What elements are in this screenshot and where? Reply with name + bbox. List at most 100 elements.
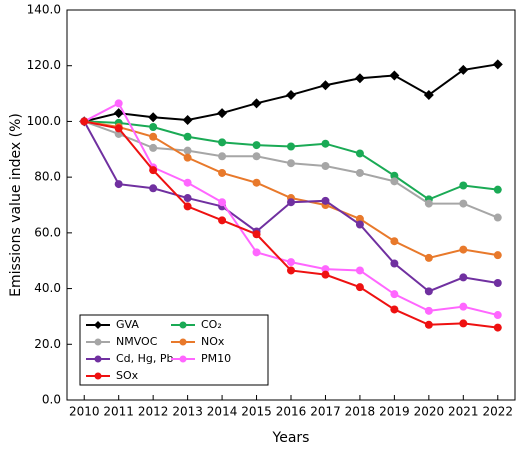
data-point xyxy=(354,73,365,84)
data-point xyxy=(149,166,158,175)
x-tick-label: 2016 xyxy=(276,405,307,419)
legend-label: GVA xyxy=(116,318,139,331)
x-tick-label: 2013 xyxy=(172,405,203,419)
data-point xyxy=(113,108,124,119)
data-point xyxy=(287,258,295,267)
data-point xyxy=(355,149,364,158)
y-tick-label: 20.0 xyxy=(34,337,61,351)
x-tick-label: 2010 xyxy=(69,405,100,419)
data-point xyxy=(389,70,400,81)
data-point xyxy=(355,266,364,275)
x-tick-label: 2014 xyxy=(207,405,238,419)
data-point xyxy=(287,198,295,207)
y-tick-label: 80.0 xyxy=(34,170,61,184)
data-point xyxy=(493,185,502,194)
x-tick-label: 2019 xyxy=(379,405,410,419)
data-point xyxy=(321,139,330,148)
data-point xyxy=(114,180,123,189)
data-point xyxy=(252,152,261,161)
y-tick-label: 140.0 xyxy=(27,3,61,17)
legend-marker xyxy=(94,372,102,380)
data-point xyxy=(459,302,468,311)
data-point xyxy=(424,287,433,296)
legend-box xyxy=(79,314,269,386)
data-point xyxy=(183,202,192,211)
data-point xyxy=(287,266,295,275)
data-point xyxy=(355,214,364,223)
data-point xyxy=(321,265,330,274)
series-line xyxy=(84,120,498,259)
legend-label: NMVOC xyxy=(116,335,158,348)
data-point xyxy=(459,319,468,328)
y-tick-label: 40.0 xyxy=(34,281,61,295)
data-point xyxy=(183,146,192,155)
data-point xyxy=(424,320,433,329)
legend-marker xyxy=(179,338,187,346)
data-point xyxy=(218,152,227,161)
data-point xyxy=(493,311,502,320)
data-point xyxy=(459,199,468,208)
data-point xyxy=(390,171,399,180)
data-point xyxy=(493,213,502,222)
data-point xyxy=(148,112,159,123)
data-point xyxy=(492,59,503,70)
data-point xyxy=(390,290,399,299)
data-point xyxy=(424,306,433,315)
x-tick-label: 2015 xyxy=(241,405,272,419)
data-point xyxy=(423,89,434,100)
legend-marker xyxy=(179,355,187,363)
data-point xyxy=(149,132,158,141)
x-tick-label: 2020 xyxy=(414,405,445,419)
y-axis-title: Emissions value index (%) xyxy=(8,113,24,297)
x-tick-label: 2012 xyxy=(138,405,169,419)
data-point xyxy=(287,142,295,151)
legend-label: SOx xyxy=(116,369,139,382)
data-point xyxy=(218,168,227,177)
legend-label: NOx xyxy=(201,335,225,348)
data-point xyxy=(355,220,364,229)
legend-marker xyxy=(94,321,102,329)
data-point xyxy=(218,198,227,207)
y-tick-label: 120.0 xyxy=(27,58,61,72)
data-point xyxy=(390,177,399,186)
y-tick-label: 60.0 xyxy=(34,225,61,239)
x-tick-label: 2018 xyxy=(345,405,376,419)
data-point xyxy=(459,273,468,282)
legend-label: CO₂ xyxy=(201,318,222,331)
data-point xyxy=(321,162,330,170)
data-point xyxy=(493,279,502,287)
data-point xyxy=(424,253,433,262)
data-point xyxy=(252,230,261,239)
legend-label: Cd, Hg, Pb xyxy=(116,352,174,365)
legend-marker xyxy=(94,355,102,363)
data-point xyxy=(114,99,123,108)
data-point xyxy=(183,178,192,187)
data-point xyxy=(320,80,331,91)
data-point xyxy=(390,305,399,314)
data-point xyxy=(149,143,158,152)
data-point xyxy=(149,184,158,193)
x-tick-label: 2011 xyxy=(103,405,134,419)
data-point xyxy=(149,123,158,131)
legend-label: PM10 xyxy=(201,352,231,365)
legend-marker xyxy=(179,321,187,329)
data-point xyxy=(493,323,502,332)
data-point xyxy=(287,159,295,168)
data-point xyxy=(458,64,469,75)
data-point xyxy=(252,178,261,187)
data-point xyxy=(390,259,399,268)
legend-marker xyxy=(94,338,102,346)
data-point xyxy=(218,138,227,147)
data-point xyxy=(355,283,364,292)
data-point xyxy=(459,181,468,190)
data-point xyxy=(217,108,228,119)
data-point xyxy=(424,199,433,208)
data-point xyxy=(252,248,261,257)
data-point xyxy=(459,245,468,254)
x-tick-label: 2017 xyxy=(310,405,341,419)
x-axis-title: Years xyxy=(272,430,310,446)
series-line xyxy=(84,120,498,329)
data-point xyxy=(114,124,123,133)
data-point xyxy=(183,153,192,162)
